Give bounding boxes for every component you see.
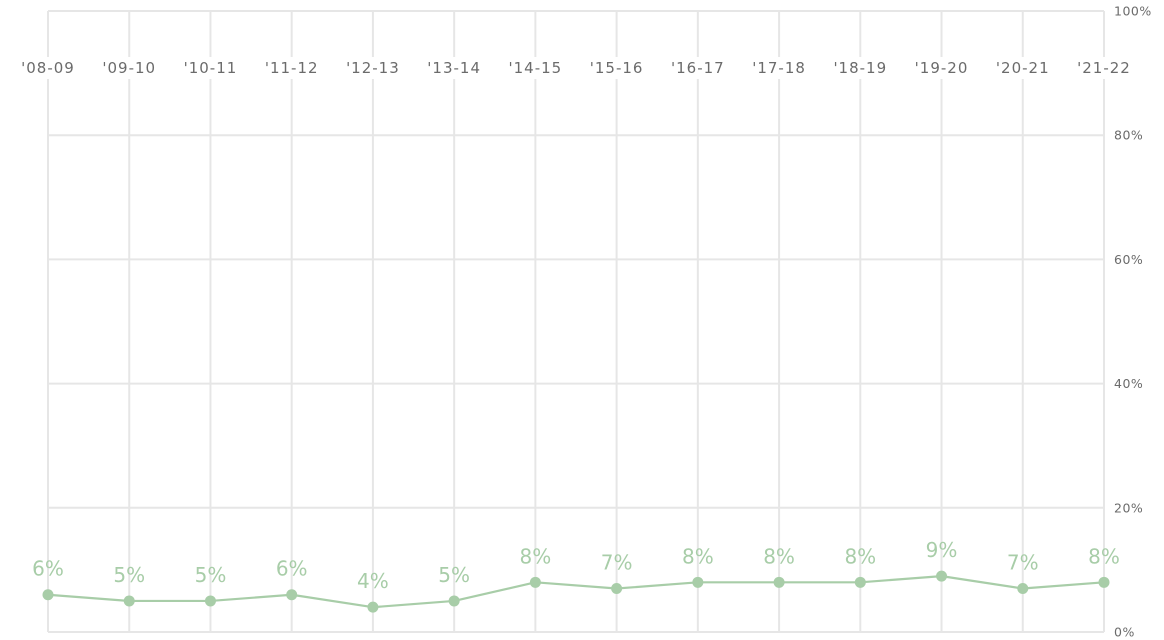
data-point — [367, 601, 379, 613]
data-point — [1098, 576, 1110, 588]
series-line — [47, 575, 1105, 609]
x-tick-label: '17-18 — [752, 59, 806, 77]
grid — [47, 10, 1105, 633]
x-tick-label-background — [668, 57, 727, 79]
data-label: 5% — [195, 563, 227, 587]
data-point — [204, 595, 216, 607]
x-tick-label-background — [506, 57, 565, 79]
x-tick-label: '08-09 — [21, 59, 75, 77]
x-tick-label: '15-16 — [590, 59, 644, 77]
x-axis-tick-labels: '08-09 '09-10 '10-11 '11-12 '12-13 '13-14 '14-… — [19, 57, 1133, 79]
data-label: 8% — [844, 544, 876, 568]
data-point — [42, 589, 54, 601]
data-point — [1017, 583, 1029, 595]
data-label: 8% — [763, 544, 795, 568]
series — [42, 570, 1110, 613]
data-label: 9% — [926, 538, 958, 562]
y-tick-label: 100% — [1114, 4, 1152, 19]
x-tick-label: '12-13 — [346, 59, 400, 77]
data-point — [611, 583, 623, 595]
data-point — [936, 570, 948, 582]
x-tick-label-background — [344, 57, 402, 79]
x-tick-label: '19-20 — [915, 59, 969, 77]
x-tick-label-background — [19, 57, 77, 79]
data-labels: 6% 5% 5% 6% 4% 5% 8% 7% 8% 8% 8% 9% 7% 8% — [32, 538, 1120, 593]
data-label: 7% — [1007, 551, 1039, 575]
x-tick-label: '14-15 — [509, 59, 563, 77]
data-point — [692, 576, 704, 588]
x-tick-label-background — [912, 57, 971, 79]
data-label: 8% — [1088, 544, 1120, 568]
x-tick-label-background — [262, 57, 321, 79]
data-label: 8% — [682, 544, 714, 568]
data-point — [448, 595, 460, 607]
x-tick-label-background — [750, 57, 808, 79]
data-label: 6% — [276, 557, 308, 581]
y-tick-label: 40% — [1114, 376, 1143, 391]
x-tick-label-background — [587, 57, 646, 79]
y-tick-label: 60% — [1114, 252, 1143, 267]
y-tick-label: 80% — [1114, 128, 1143, 143]
data-label: 6% — [32, 557, 64, 581]
x-tick-label: '10-11 — [184, 59, 238, 77]
x-tick-label-background — [181, 57, 240, 79]
data-point — [529, 576, 541, 588]
data-point — [123, 595, 135, 607]
data-label: 8% — [520, 544, 552, 568]
x-tick-label: '13-14 — [427, 59, 481, 77]
x-tick-label-background — [831, 57, 890, 79]
x-tick-label: '11-12 — [265, 59, 319, 77]
x-tick-label: '16-17 — [671, 59, 725, 77]
x-tick-label-background — [425, 57, 484, 79]
data-label: 7% — [601, 551, 633, 575]
x-tick-label-background — [993, 57, 1052, 79]
x-tick-label-background — [1075, 57, 1133, 79]
y-tick-label: 20% — [1114, 500, 1143, 515]
data-point — [773, 576, 785, 588]
data-point — [854, 576, 866, 588]
y-tick-label: 0% — [1114, 625, 1135, 640]
x-tick-label: '09-10 — [102, 59, 156, 77]
y-axis-tick-labels: 0% 20% 40% 60% 80% 100% — [1114, 4, 1152, 640]
data-label: 5% — [113, 563, 145, 587]
data-label: 4% — [357, 569, 389, 593]
data-point — [286, 589, 298, 601]
data-label: 5% — [438, 563, 470, 587]
x-tick-label: '18-19 — [833, 59, 887, 77]
x-tick-label-background — [100, 57, 159, 79]
x-tick-label: '21-22 — [1077, 59, 1131, 77]
x-tick-label: '20-21 — [996, 59, 1050, 77]
